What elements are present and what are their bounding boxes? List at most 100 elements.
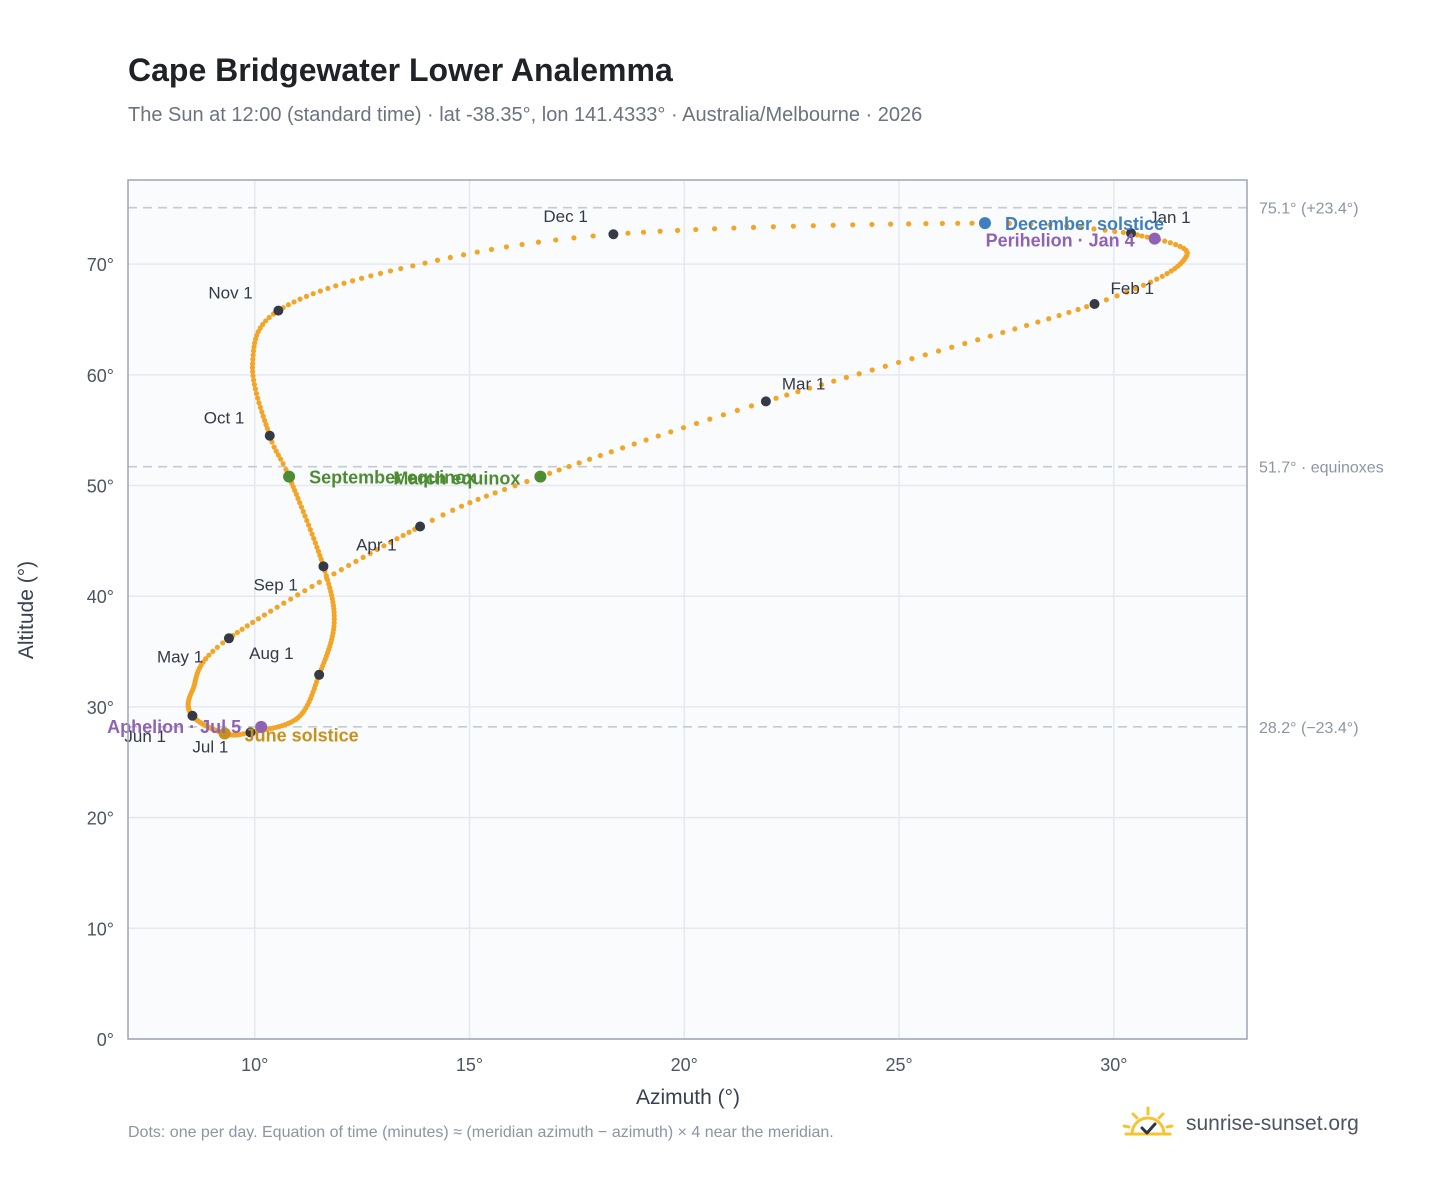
daily-sun-dot — [869, 367, 875, 373]
plot-frame — [127, 179, 1248, 1040]
daily-sun-dot — [906, 221, 912, 227]
daily-sun-dot — [250, 373, 256, 379]
daily-sun-dot — [503, 244, 510, 250]
sun-logo-icon — [1122, 1106, 1174, 1136]
month-marker-label: Jun 1 — [124, 727, 166, 746]
daily-sun-dot — [394, 536, 400, 542]
month-marker-dot — [760, 396, 771, 407]
daily-sun-dot — [620, 445, 626, 451]
daily-sun-dot — [317, 552, 323, 559]
daily-sun-dot — [711, 226, 718, 232]
daily-sun-dot — [261, 612, 268, 618]
y-tick-label: 50° — [87, 477, 114, 497]
daily-sun-dot — [975, 337, 981, 343]
daily-sun-dot — [987, 333, 993, 339]
daily-sun-dot — [458, 503, 465, 509]
daily-sun-dot — [260, 321, 266, 328]
daily-sun-dot — [256, 400, 262, 406]
daily-sun-dot — [288, 596, 294, 602]
month-marker-label: Oct 1 — [204, 409, 245, 428]
month-marker-label: Mar 1 — [782, 374, 825, 393]
daily-sun-dot — [263, 318, 269, 324]
daily-sun-dot — [571, 235, 577, 241]
month-marker-dot — [273, 305, 284, 316]
daily-sun-dot — [214, 644, 220, 650]
daily-sun-dot — [770, 224, 776, 230]
daily-sun-dot — [429, 517, 435, 523]
daily-sun-dot — [1075, 306, 1081, 313]
reference-line-label: 75.1° (+23.4°) — [1259, 201, 1359, 218]
y-tick-label: 20° — [87, 809, 114, 829]
daily-sun-dot — [547, 470, 553, 476]
daily-sun-dot — [422, 260, 428, 266]
month-marker-label: Nov 1 — [208, 284, 252, 303]
month-marker-dot — [245, 727, 256, 738]
daily-sun-dot — [250, 356, 256, 362]
daily-sun-dot — [314, 544, 320, 550]
event-marker-dot — [255, 720, 268, 733]
page-title: Cape Bridgewater Lower Analemma — [128, 52, 673, 88]
daily-sun-dot — [374, 546, 380, 553]
daily-sun-dot — [434, 257, 441, 263]
daily-sun-dot — [467, 500, 473, 506]
event-marker-label: March equinox — [393, 469, 520, 489]
daily-sun-dot — [1139, 233, 1145, 239]
daily-sun-dot — [655, 433, 661, 439]
daily-sun-dot — [882, 363, 888, 369]
daily-sun-dot — [668, 429, 674, 435]
reference-line-label: 51.7° · equinoxes — [1259, 460, 1384, 477]
daily-sun-dot — [255, 395, 261, 401]
month-marker-dot — [1089, 298, 1100, 309]
daily-sun-dot — [680, 425, 687, 431]
daily-sun-dot — [949, 344, 955, 350]
daily-sun-dot — [1120, 229, 1126, 236]
daily-sun-dot — [1154, 276, 1160, 282]
daily-sun-dot — [512, 483, 518, 489]
daily-sun-dot — [731, 225, 737, 231]
reference-lines: 75.1° (+23.4°) 51.7° · equinoxes 28.2° (−2… — [128, 201, 1384, 737]
daily-sun-dot — [1046, 316, 1052, 322]
daily-sun-dot — [1012, 326, 1018, 332]
daily-sun-dot — [1047, 222, 1053, 228]
daily-sun-dot — [524, 478, 530, 485]
daily-sun-dot — [818, 382, 825, 388]
month-marker-dot — [608, 229, 619, 240]
daily-sun-dot — [720, 412, 727, 418]
daily-sun-dot — [367, 550, 373, 557]
daily-sun-dot — [377, 270, 384, 276]
daily-sun-dot — [338, 567, 344, 573]
daily-sun-dot — [266, 314, 272, 321]
daily-sun-dot — [707, 416, 713, 422]
y-tick-label: 10° — [87, 919, 114, 939]
y-tick-label: 60° — [87, 366, 114, 386]
daily-sun-dot — [346, 562, 352, 569]
daily-sun-dot — [748, 403, 755, 409]
reference-line-label: 28.2° (−23.4°) — [1259, 720, 1359, 737]
daily-sun-dot — [1114, 293, 1120, 299]
daily-sun-dot — [1172, 241, 1179, 248]
daily-sun-dot — [316, 579, 322, 585]
daily-sun-dot — [406, 529, 412, 535]
daily-sun-dot — [831, 378, 837, 384]
daily-sun-dot — [440, 512, 446, 518]
daily-sun-dot — [1066, 309, 1072, 316]
daily-sun-dot — [488, 246, 495, 253]
brand[interactable]: sunrise-sunset.org — [1120, 1102, 1359, 1146]
daily-sun-dot — [264, 425, 270, 432]
daily-sun-dot — [1164, 270, 1170, 277]
daily-sun-dot — [281, 600, 287, 606]
daily-sun-dot — [1084, 304, 1090, 310]
daily-sun-dot — [387, 539, 394, 545]
daily-sun-dot — [323, 572, 329, 579]
event-marker-dot — [283, 470, 296, 483]
daily-sun-dot — [784, 392, 790, 398]
daily-sun-dot — [1112, 228, 1118, 235]
daily-sun-dot — [1023, 322, 1030, 329]
daily-sun-dot — [1064, 223, 1070, 229]
daily-sun-dot — [625, 230, 631, 236]
daily-sun-dot — [327, 585, 333, 591]
daily-sun-dot — [519, 241, 525, 248]
daily-sun-dot — [693, 226, 699, 233]
daily-sun-dot — [640, 229, 647, 235]
daily-sun-dot — [250, 352, 256, 358]
